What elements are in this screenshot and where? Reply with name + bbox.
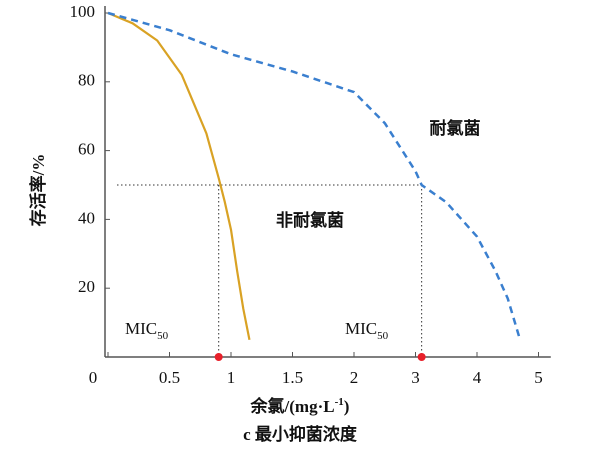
- mic-marker: [417, 353, 426, 361]
- x-label-sup: -1: [335, 396, 344, 408]
- y-tick-label: 20: [78, 277, 95, 296]
- series-line: [107, 11, 251, 341]
- x-tick-label: 0.5: [159, 368, 180, 387]
- mic-label: MIC50: [345, 319, 389, 342]
- x-tick-label: 4: [473, 368, 482, 387]
- caption: c 最小抑菌浓度: [243, 424, 358, 444]
- y-tick-label: 40: [78, 208, 95, 227]
- y-axis-label: 存活率/%: [28, 154, 48, 227]
- x-label-tail: ): [344, 397, 350, 416]
- x-tick-label: 5: [534, 368, 543, 387]
- mic-sub: 50: [377, 330, 389, 342]
- x-tick-label: 1: [227, 368, 236, 387]
- series-label: 耐氯菌: [430, 118, 481, 138]
- mic-marker: [214, 353, 223, 361]
- y-tick-label: 60: [78, 140, 95, 159]
- mic-text: MIC: [345, 319, 377, 338]
- y-tick-label: 100: [70, 2, 96, 21]
- series-line: [107, 11, 522, 341]
- y-tick-label: 80: [78, 71, 95, 90]
- mic-label: MIC50: [125, 319, 169, 342]
- x-label-text: 余氯/(mg·L: [250, 396, 335, 416]
- mic-sub: 50: [157, 330, 169, 342]
- x-axis-label: 余氯/(mg·L-1): [250, 396, 350, 416]
- mic-text: MIC: [125, 319, 157, 338]
- series-label: 非耐氯菌: [276, 210, 344, 230]
- x-tick-label: 2: [350, 368, 359, 387]
- x-tick-label: 3: [411, 368, 420, 387]
- x-tick-label: 0: [89, 368, 98, 387]
- x-tick-label: 1.5: [282, 368, 303, 387]
